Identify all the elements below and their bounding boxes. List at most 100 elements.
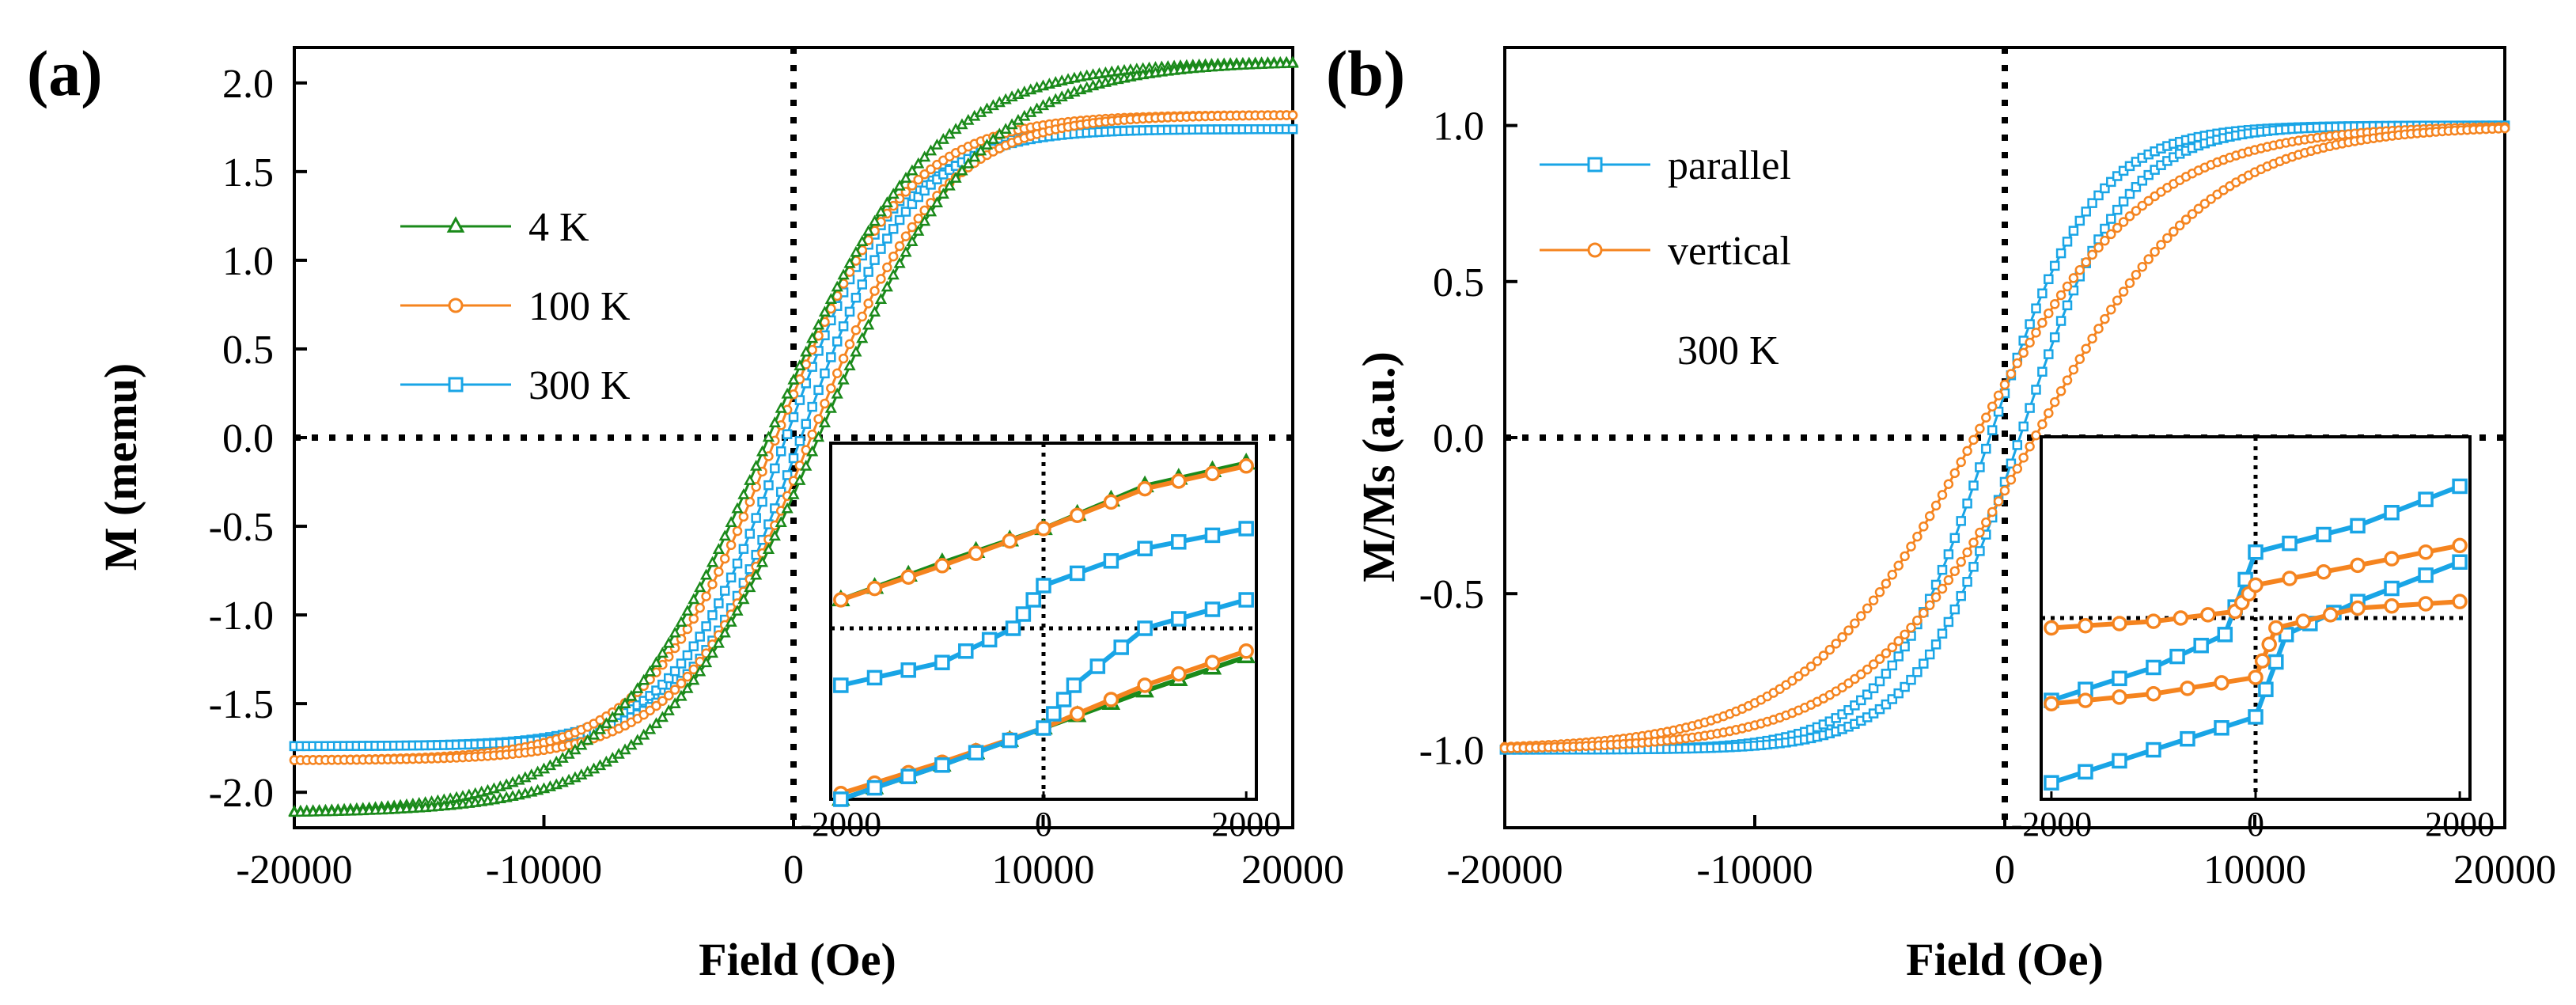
4-k-point — [812, 430, 825, 442]
100-k-point — [1287, 110, 1298, 120]
4-k-point — [868, 214, 881, 226]
100-k-point — [913, 213, 923, 224]
300-k-point — [888, 224, 899, 234]
4-k-point — [718, 529, 731, 541]
4-k-point — [831, 280, 843, 292]
parallel-point — [1937, 628, 1948, 639]
vertical-point — [1999, 379, 2010, 390]
parallel-point — [2093, 190, 2104, 201]
inset-parallel-point — [2316, 526, 2332, 543]
vertical-point — [1862, 664, 1873, 675]
panel-b-ylabel: M/Ms (a.u.) — [1353, 351, 1404, 582]
inset-100-k-point — [1002, 533, 1018, 549]
300-k-point — [826, 352, 836, 362]
vertical-point — [2499, 123, 2510, 134]
4-k-point — [975, 144, 987, 156]
4-k-point — [712, 636, 725, 648]
4-k-point — [893, 256, 906, 268]
4-k-point — [638, 728, 650, 740]
legend-item-100-k: 100 K — [400, 284, 631, 329]
300-k-point — [869, 255, 880, 265]
vertical-point — [2006, 474, 2017, 485]
inset-parallel-lower — [2050, 559, 2461, 786]
4-k-point — [775, 401, 787, 413]
4-k-point — [887, 268, 900, 280]
4-k-point — [843, 256, 856, 268]
vertical-point — [1975, 527, 1985, 538]
inset-vertical-point — [2146, 686, 2161, 702]
legend-item-4-k: 4 K — [400, 205, 589, 250]
y-tick-label: 1.0 — [1433, 104, 1484, 150]
vertical-point — [1962, 446, 1972, 457]
4-k-point — [669, 697, 681, 709]
300-k-point — [863, 267, 873, 277]
parallel-point — [2055, 316, 2066, 326]
vertical-point — [1912, 531, 1923, 542]
inset-vertical-point — [2452, 594, 2468, 609]
100-k-point — [900, 231, 911, 241]
100-k-point — [869, 286, 880, 296]
panel-b-xlabel: Field (Oe) — [1906, 934, 2104, 985]
inset-300-k-point — [968, 745, 984, 760]
100-k-point — [882, 262, 892, 273]
inset-300-k-point — [1002, 732, 1018, 749]
vertical-point — [2074, 354, 2085, 365]
vertical-point — [1987, 401, 1998, 411]
vertical-point — [1856, 669, 1866, 680]
inset-300-k-point — [1171, 611, 1187, 627]
4-k-point — [924, 144, 938, 156]
inset-x-tick-label: -2000 — [2011, 805, 2093, 844]
4-k-point — [987, 133, 1000, 144]
y-tick-label: -1.0 — [1419, 728, 1484, 773]
4-k-point — [656, 647, 669, 658]
vertical-point — [2093, 242, 2104, 253]
inset-parallel-point — [2214, 720, 2229, 736]
parallel-point — [2031, 303, 2041, 313]
inset-300-k-point — [1113, 639, 1129, 655]
inset-vertical-point — [2418, 544, 2434, 560]
inset-vertical-point — [2418, 596, 2434, 612]
4-k-point — [625, 689, 638, 701]
inset-300-k-point — [833, 791, 849, 807]
inset-vertical-point — [2173, 610, 2189, 626]
y-tick-label: 1.5 — [222, 150, 274, 195]
vertical-point — [1843, 625, 1854, 635]
inset-300-k-point — [1005, 620, 1021, 636]
vertical-point — [1818, 650, 1829, 661]
4-k-point — [718, 626, 731, 638]
300-k-point — [788, 411, 799, 423]
4-k-point — [800, 459, 813, 471]
vertical-point — [1881, 578, 1892, 589]
inset-x-tick-label: 2000 — [2425, 805, 2495, 844]
parallel-point — [1962, 498, 1972, 509]
300-k-point — [782, 429, 793, 439]
300-k-point — [907, 199, 918, 210]
4-k-point — [919, 214, 931, 226]
4-k-point — [1286, 56, 1299, 68]
4-k-point — [856, 235, 869, 246]
y-tick-label: 1.0 — [222, 239, 274, 284]
inset-vertical-point — [2214, 675, 2229, 691]
inset-vertical-point — [2384, 551, 2400, 567]
4-k-point — [706, 556, 719, 567]
vertical-point — [1993, 496, 2004, 506]
300-k-point — [657, 679, 668, 690]
4-k-point — [924, 205, 938, 217]
4-k-point — [694, 581, 707, 593]
inset-300-k-point — [1089, 658, 1106, 674]
vertical-point — [2180, 214, 2191, 225]
inset-100-k-point — [1036, 521, 1051, 537]
4-k-point — [612, 704, 625, 715]
4-k-point — [762, 543, 775, 554]
parallel-point — [1924, 649, 1935, 660]
4-k-point — [881, 196, 893, 207]
inset-100-k-point — [1069, 507, 1085, 523]
vertical-point — [2031, 328, 2041, 338]
parallel-point — [2006, 458, 2017, 469]
vertical-point — [2156, 240, 2166, 250]
4-k-point — [643, 665, 657, 677]
vertical-point — [2044, 408, 2054, 419]
parallel-point — [1975, 462, 1985, 472]
inset-parallel-point — [2180, 730, 2195, 747]
parallel-point — [2062, 237, 2073, 247]
